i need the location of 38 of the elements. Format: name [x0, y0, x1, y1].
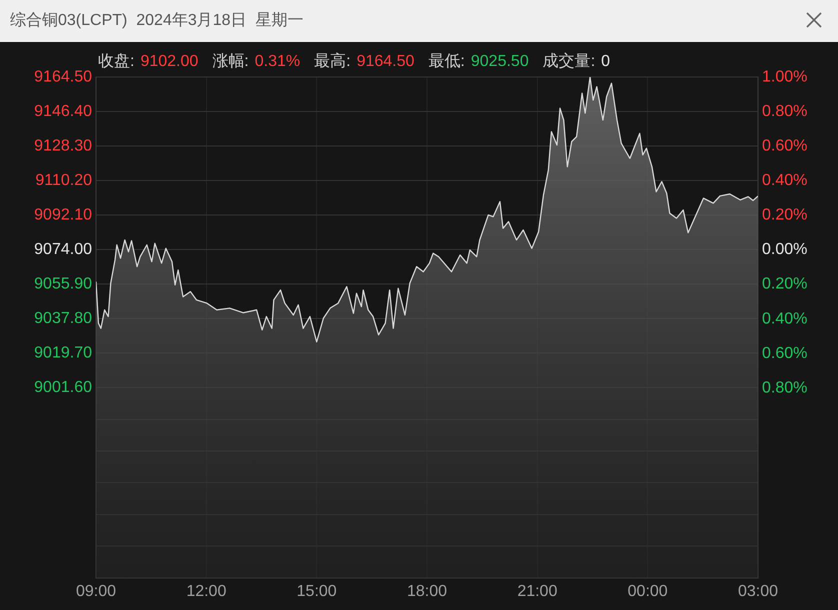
y-tick-label: 9019.70 [34, 344, 92, 362]
x-tick-label: 09:00 [76, 583, 116, 600]
text: 9025.50 [470, 53, 529, 70]
y-tick-label: 9001.60 [34, 378, 92, 396]
y-tick-label: 9128.30 [34, 137, 92, 154]
y2-tick-label: 0.20% [762, 206, 808, 224]
y2-tick-label: 0.60% [762, 344, 808, 362]
y-tick-label: 9074.00 [34, 240, 92, 258]
y2-tick-label: 0.80% [762, 379, 808, 396]
x-tick-label: 15:00 [296, 583, 337, 600]
x-tick-label: 03:00 [738, 583, 778, 600]
y-tick-label: 9037.80 [34, 310, 92, 327]
y-tick-label: 9110.20 [35, 172, 92, 189]
text: 9102.00 [140, 53, 198, 70]
y2-tick-label: 0.40% [762, 172, 808, 190]
text: 0 [601, 53, 610, 70]
y-tick-label: 9164.50 [34, 68, 92, 86]
y2-tick-label: 0.40% [762, 310, 808, 328]
chart-title: 综合铜03(LCPT) 2024年3月18日 星期一 [10, 10, 304, 31]
y2-tick-label: 0.80% [762, 102, 808, 120]
y-tick-label: 9092.10 [34, 206, 92, 224]
text: 成交量: [542, 53, 596, 70]
text: 收盘: [98, 53, 134, 70]
y2-tick-label: 0.60% [762, 138, 808, 155]
y2-tick-label: 1.00% [762, 68, 808, 86]
text: 最低: [428, 53, 465, 70]
y-tick-label: 9055.90 [34, 275, 92, 292]
x-tick-label: 18:00 [406, 583, 448, 600]
text: 最高: [314, 53, 351, 70]
y2-tick-label: 0.00% [762, 241, 808, 258]
text: 0.31% [254, 53, 300, 70]
text: 9164.50 [356, 53, 414, 70]
y2-tick-label: 0.20% [762, 276, 808, 293]
text: 涨幅: [212, 53, 249, 70]
y-tick-label: 9146.40 [34, 102, 92, 120]
x-tick-label: 21:00 [517, 583, 558, 600]
x-tick-label: 00:00 [628, 583, 668, 600]
x-tick-label: 12:00 [186, 583, 226, 600]
